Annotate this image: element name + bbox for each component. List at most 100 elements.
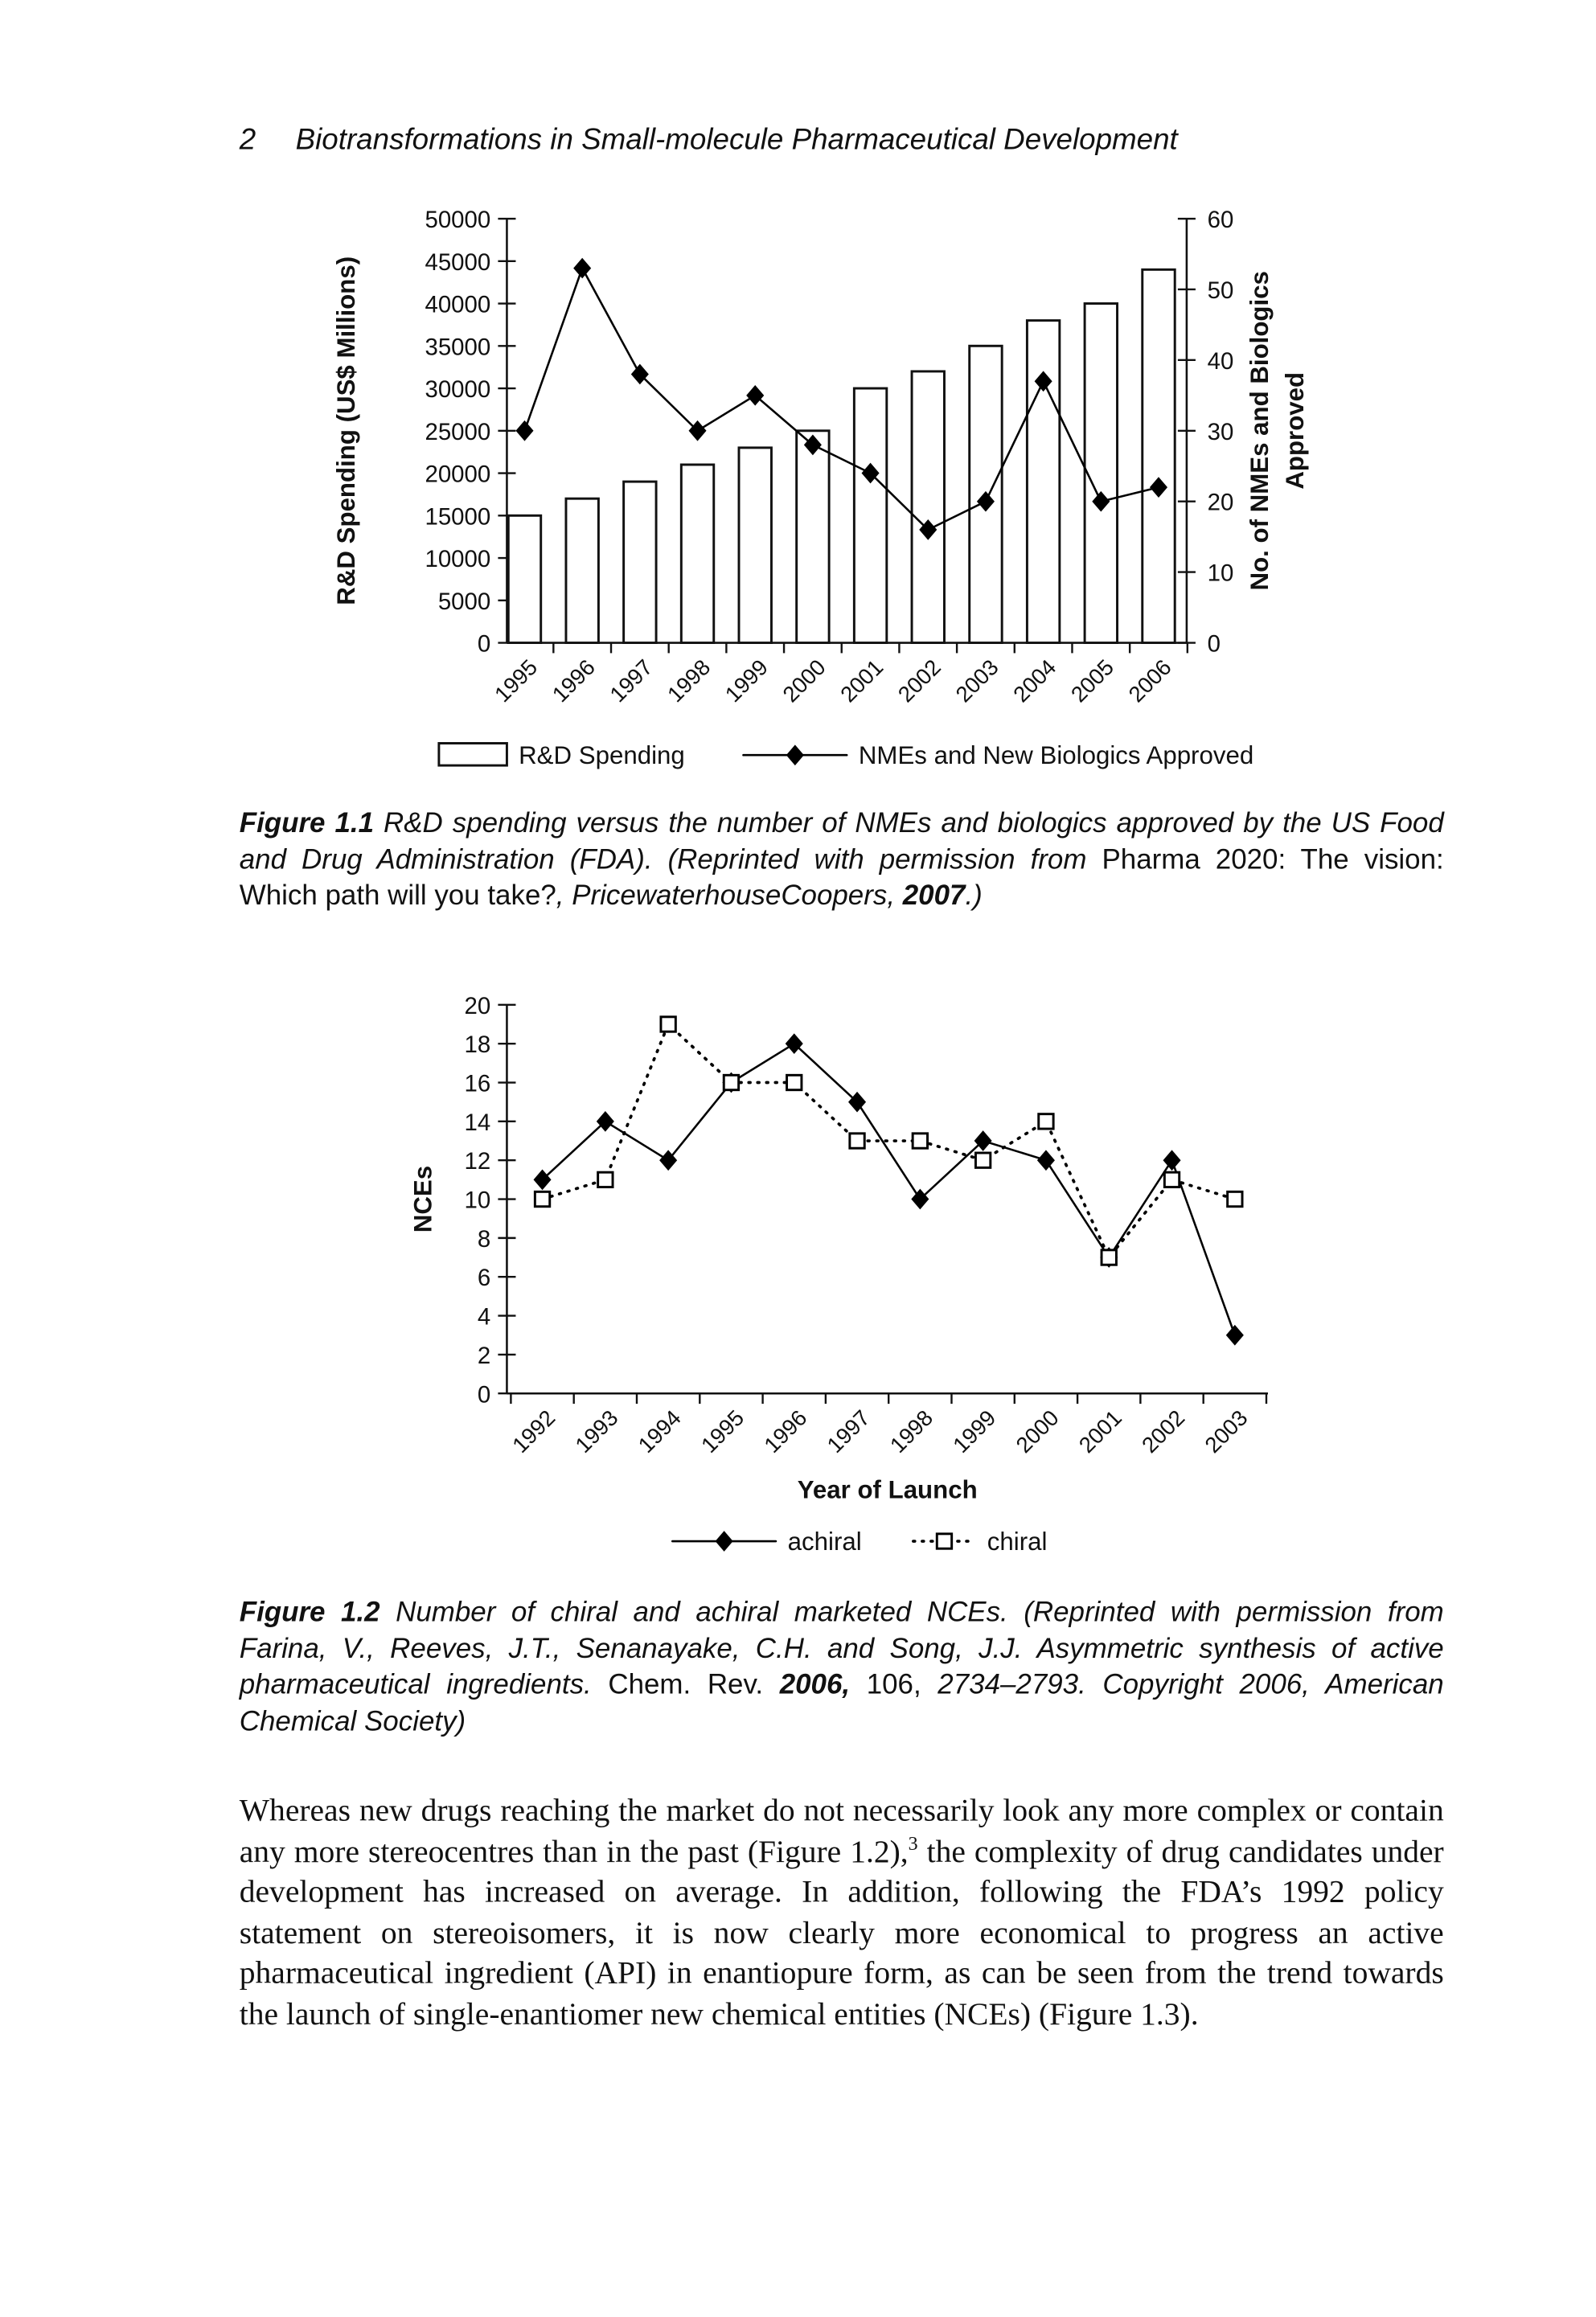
y-tick-label: 2 [478, 1343, 490, 1369]
marker [911, 1188, 929, 1210]
y-tick-label: 20 [465, 993, 491, 1019]
x-tick-label: 2005 [1066, 654, 1118, 707]
legend-label: achiral [788, 1528, 862, 1556]
caption-text: 106, [866, 1669, 921, 1701]
caption-text: 2006, [779, 1669, 851, 1701]
legend-swatch [437, 742, 508, 767]
y-tick-label: 14 [465, 1109, 491, 1136]
caption-text: 2007 [902, 880, 966, 912]
legend-label: chiral [987, 1528, 1048, 1556]
y2-tick-label: 10 [1208, 560, 1234, 587]
x-tick-label: 1992 [507, 1405, 560, 1458]
x-tick-label: 1994 [634, 1405, 686, 1458]
y2-axis-label: No. of NMEs and Biologics [1245, 271, 1274, 590]
y-tick-label: 0 [478, 631, 490, 658]
marker [1036, 1150, 1055, 1171]
y-tick-label: 40000 [425, 292, 490, 318]
y2-axis-label: Approved [1281, 372, 1309, 490]
marker [573, 257, 592, 279]
page-number: 2 [239, 124, 256, 157]
y-axis-label: NCEs [409, 1166, 437, 1232]
caption: Figure 1.1 R&D spending versus the numbe… [240, 807, 1444, 916]
y2-tick-label: 0 [1208, 631, 1221, 658]
bar [1083, 302, 1118, 645]
bar [852, 387, 888, 645]
y-tick-label: 12 [465, 1148, 491, 1175]
caption-text: .) [965, 880, 983, 912]
y2-tick-label: 40 [1208, 348, 1234, 375]
marker [848, 1091, 867, 1113]
x-tick-label: 2004 [1008, 654, 1061, 707]
marker [722, 1073, 741, 1092]
marker [1163, 1150, 1181, 1171]
marker [785, 1033, 803, 1055]
y-tick-label: 10 [465, 1187, 491, 1214]
y2-tick-label: 50 [1208, 277, 1234, 304]
marker [786, 1073, 803, 1092]
legend-marker [715, 1531, 733, 1552]
marker [659, 1015, 677, 1033]
x-tick-label: 1993 [570, 1405, 622, 1458]
bar [622, 480, 658, 645]
caption-text: Pharma 2020: The vision: Which path will… [239, 844, 1444, 912]
body-text: Whereas new drugs reaching the market do… [239, 1792, 1444, 1869]
y-tick-label: 5000 [438, 588, 490, 615]
series-line [523, 265, 1160, 531]
y2-tick-label: 60 [1208, 207, 1234, 233]
bar [737, 446, 773, 645]
x-axis-label: Year of Launch [798, 1476, 978, 1504]
series-line [540, 1021, 1237, 1261]
y-tick-label: 25000 [425, 419, 490, 445]
y-tick-label: 18 [465, 1031, 491, 1058]
caption: Figure 1.2 Number of chiral and achiral … [240, 1596, 1444, 1741]
x-tick-label: 2003 [1200, 1405, 1252, 1458]
bar [679, 463, 716, 645]
x-tick-label: 2002 [1137, 1405, 1189, 1458]
x-tick-label: 2000 [777, 654, 830, 707]
x-tick-label: 2000 [1011, 1405, 1063, 1458]
y-tick-label: 35000 [425, 334, 490, 360]
marker [1037, 1113, 1055, 1130]
marker [974, 1151, 992, 1169]
marker [746, 384, 765, 406]
running-title: Biotransformations in Small-molecule Pha… [295, 124, 1178, 157]
legend-marker [786, 744, 804, 766]
marker [1100, 1249, 1118, 1266]
x-tick-label: 1998 [663, 654, 715, 707]
x-tick-label: 1999 [948, 1405, 1000, 1458]
marker [597, 1171, 614, 1189]
x-tick-label: 1997 [605, 654, 657, 707]
bar [1141, 268, 1176, 645]
caption-text: , PricewaterhouseCoopers, [556, 880, 896, 912]
caption-text: 2734–2793. Copyright 2006, American Chem… [239, 1669, 1444, 1737]
y-tick-label: 0 [478, 1381, 490, 1408]
series-line [541, 1042, 1237, 1337]
caption-text: Chem. Rev. [608, 1669, 764, 1701]
marker [596, 1110, 614, 1132]
legend-marker [935, 1532, 954, 1550]
marker [1226, 1190, 1244, 1208]
y-tick-label: 10000 [425, 546, 490, 572]
y-tick-label: 30000 [425, 376, 490, 403]
x-tick-label: 1996 [548, 654, 600, 707]
x-tick-label: 2002 [893, 654, 946, 707]
caption-label: Figure 1.2 [239, 1597, 380, 1629]
marker [974, 1130, 992, 1151]
x-tick-label: 1995 [490, 654, 542, 707]
y2-tick-label: 20 [1208, 490, 1234, 516]
y-tick-label: 4 [478, 1304, 490, 1331]
marker [1225, 1324, 1244, 1346]
y2-tick-label: 30 [1208, 419, 1234, 445]
legend-label: NMEs and New Biologics Approved [859, 741, 1253, 769]
marker [533, 1190, 552, 1208]
bar [507, 514, 543, 645]
body-paragraph: Whereas new drugs reaching the market do… [240, 1791, 1444, 2035]
bar [795, 429, 831, 645]
x-tick-label: 1996 [759, 1405, 811, 1458]
caption-label: Figure 1.1 [239, 808, 375, 839]
y-tick-label: 20000 [425, 461, 490, 488]
caption-text: Number of chiral and achiral marketed NC… [239, 1597, 1444, 1701]
x-tick-label: 1997 [823, 1405, 875, 1458]
